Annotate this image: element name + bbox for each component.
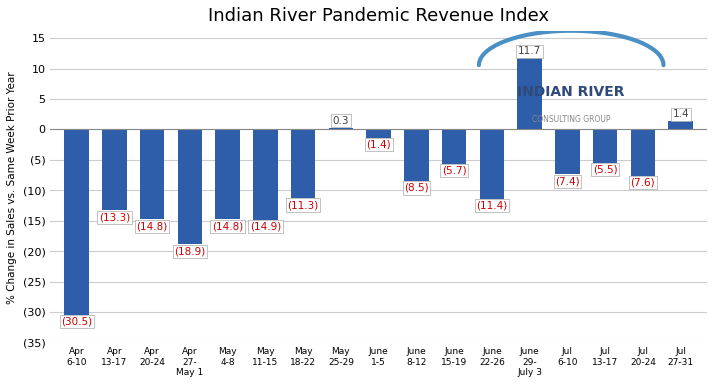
Bar <box>178 129 202 245</box>
Text: (14.9): (14.9) <box>250 222 281 232</box>
Text: (18.9): (18.9) <box>174 246 206 256</box>
Text: (11.4): (11.4) <box>476 200 508 210</box>
Bar <box>102 129 126 210</box>
Bar <box>630 129 655 175</box>
Title: Indian River Pandemic Revenue Index: Indian River Pandemic Revenue Index <box>208 7 549 25</box>
Text: (13.3): (13.3) <box>99 212 130 222</box>
Text: (7.4): (7.4) <box>555 176 580 186</box>
Text: (1.4): (1.4) <box>366 140 391 150</box>
Text: 1.4: 1.4 <box>673 109 689 119</box>
Text: (30.5): (30.5) <box>61 317 92 327</box>
Y-axis label: % Change in Sales vs. Same Week Prior Year: % Change in Sales vs. Same Week Prior Ye… <box>7 71 17 303</box>
Text: (7.6): (7.6) <box>630 177 655 187</box>
Bar <box>64 129 89 315</box>
Bar <box>140 129 164 220</box>
Text: (14.8): (14.8) <box>136 221 168 231</box>
Text: (11.3): (11.3) <box>288 200 318 210</box>
Bar <box>328 127 353 129</box>
Bar <box>555 129 580 174</box>
Bar <box>216 129 240 220</box>
Text: 11.7: 11.7 <box>518 46 541 56</box>
Text: (5.7): (5.7) <box>442 166 466 176</box>
Bar <box>593 129 618 163</box>
Text: INDIAN RIVER: INDIAN RIVER <box>518 85 625 99</box>
Bar <box>291 129 316 198</box>
Text: CONSULTING GROUP: CONSULTING GROUP <box>532 115 610 124</box>
Bar <box>668 121 693 129</box>
Text: (5.5): (5.5) <box>593 165 618 175</box>
Bar <box>253 129 278 220</box>
Bar <box>480 129 504 199</box>
Bar <box>404 129 428 181</box>
Text: (8.5): (8.5) <box>404 183 428 193</box>
Bar <box>442 129 466 164</box>
Bar <box>518 58 542 129</box>
Text: 0.3: 0.3 <box>333 116 349 126</box>
Bar <box>366 129 391 138</box>
Text: (14.8): (14.8) <box>212 221 243 231</box>
